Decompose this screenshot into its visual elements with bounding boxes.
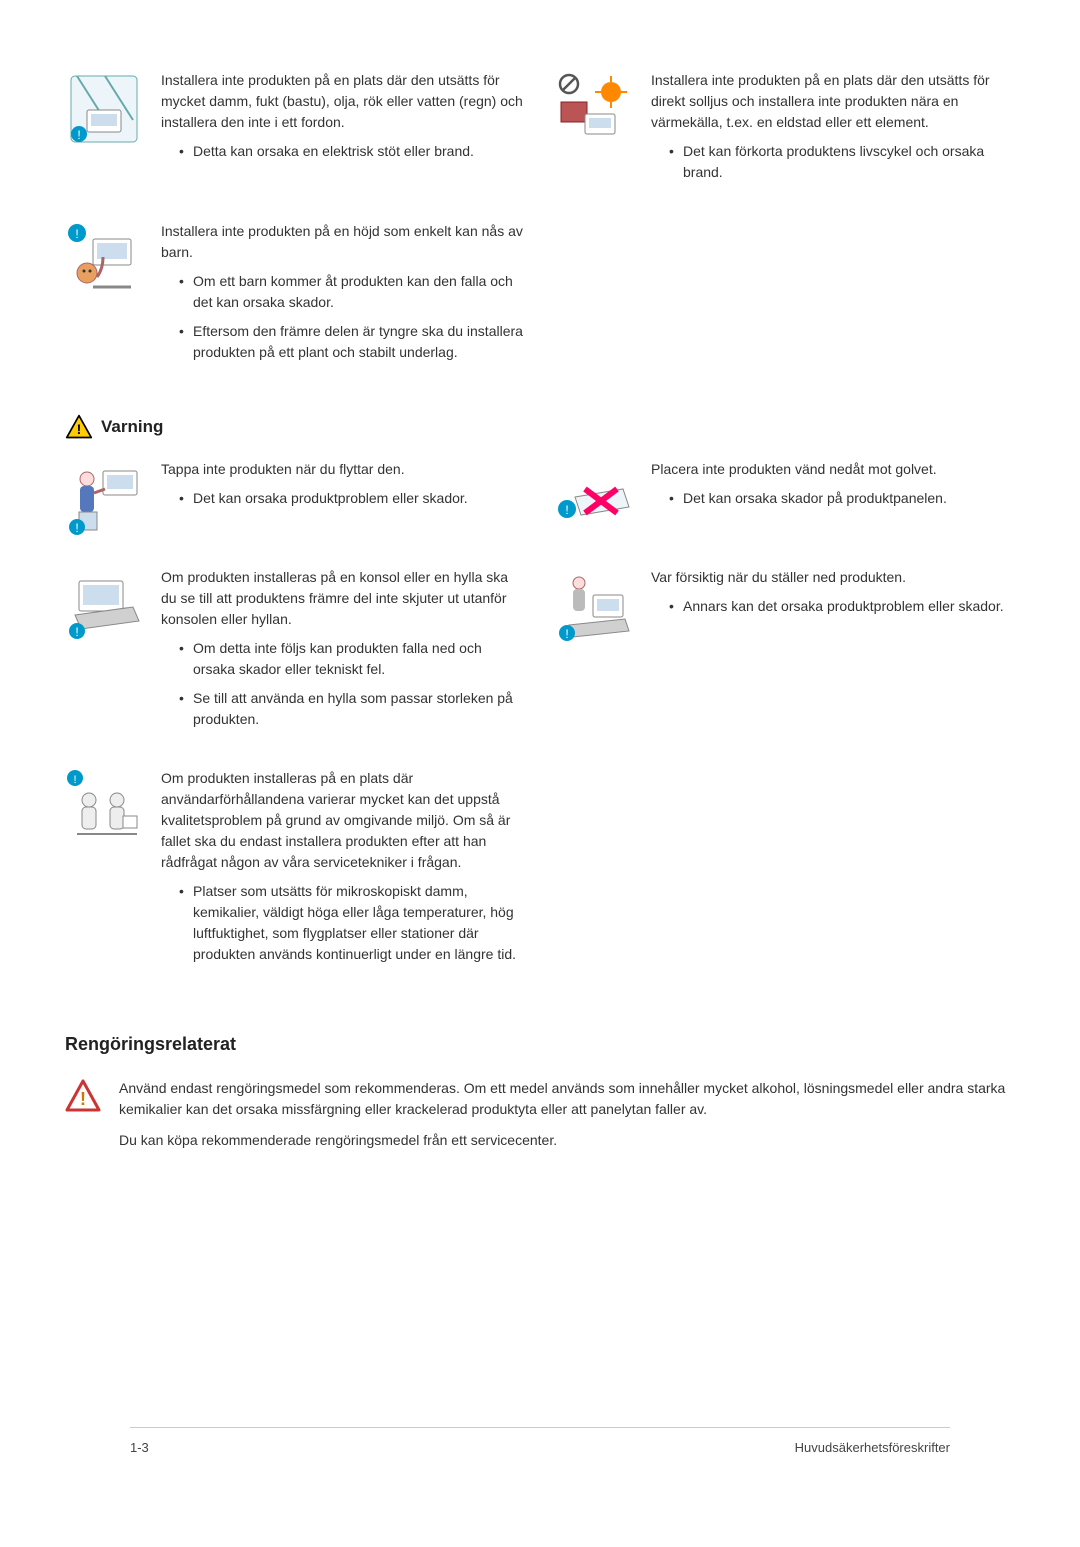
item-bullet: Det kan orsaka skador på produktpanelen.: [669, 488, 1015, 509]
item-bullet: Se till att använda en hylla som passar …: [179, 688, 525, 730]
cleaning-paragraph: Du kan köpa rekommenderade rengöringsmed…: [119, 1130, 1015, 1151]
item-bullet: Det kan orsaka produktproblem eller skad…: [179, 488, 525, 509]
item-text: Installera inte produkten på en höjd som…: [161, 221, 525, 263]
item-bullet: Detta kan orsaka en elektrisk stöt eller…: [179, 141, 525, 162]
warning-label: Varning: [101, 414, 163, 440]
page-number: 1-3: [130, 1438, 149, 1458]
svg-text:!: !: [77, 128, 80, 142]
item-bullet: Eftersom den främre delen är tyngre ska …: [179, 321, 525, 363]
illustration-face-down: !: [555, 459, 633, 537]
item-bullet: Om ett barn kommer åt produkten kan den …: [179, 271, 525, 313]
illustration-consult-technician: !: [65, 768, 143, 846]
cleaning-paragraph: Använd endast rengöringsmedel som rekomm…: [119, 1078, 1015, 1120]
svg-text:!: !: [75, 521, 78, 535]
footer-right: Huvudsäkerhetsföreskrifter: [795, 1438, 950, 1458]
item-text: Tappa inte produkten när du flyttar den.: [161, 459, 525, 480]
illustration-dust-water: !: [65, 70, 143, 148]
item-bullet: Det kan förkorta produktens livscykel oc…: [669, 141, 1015, 183]
warning-triangle-icon: !: [65, 413, 93, 441]
item-bullet: Om detta inte följs kan produkten falla …: [179, 638, 525, 680]
section-heading-cleaning: Rengöringsrelaterat: [65, 1031, 1015, 1058]
svg-text:!: !: [80, 1089, 86, 1109]
item-bullet: Annars kan det orsaka produktproblem ell…: [669, 596, 1015, 617]
item-text: Installera inte produkten på en plats dä…: [161, 70, 525, 133]
svg-text:!: !: [75, 227, 78, 241]
item-text: Om produkten installeras på en konsol el…: [161, 567, 525, 630]
illustration-place-down: !: [555, 567, 633, 645]
illustration-child-reach: !: [65, 221, 143, 299]
item-text: Installera inte produkten på en plats dä…: [651, 70, 1015, 133]
item-text: Var försiktig när du ställer ned produkt…: [651, 567, 1015, 588]
illustration-shelf: !: [65, 567, 143, 645]
caution-triangle-icon: !: [65, 1078, 101, 1114]
svg-text:!: !: [77, 421, 82, 437]
item-bullet: Platser som utsätts för mikroskopiskt da…: [179, 881, 525, 965]
svg-text:!: !: [73, 774, 76, 786]
warning-header: ! Varning: [65, 413, 1015, 441]
item-text: Om produkten installeras på en plats där…: [161, 768, 525, 873]
svg-text:!: !: [565, 627, 568, 641]
illustration-drop: !: [65, 459, 143, 537]
page-footer: 1-3 Huvudsäkerhetsföreskrifter: [130, 1427, 950, 1458]
svg-text:!: !: [565, 503, 568, 517]
illustration-sun-heat: [555, 70, 633, 148]
svg-text:!: !: [75, 625, 78, 639]
item-text: Placera inte produkten vänd nedåt mot go…: [651, 459, 1015, 480]
